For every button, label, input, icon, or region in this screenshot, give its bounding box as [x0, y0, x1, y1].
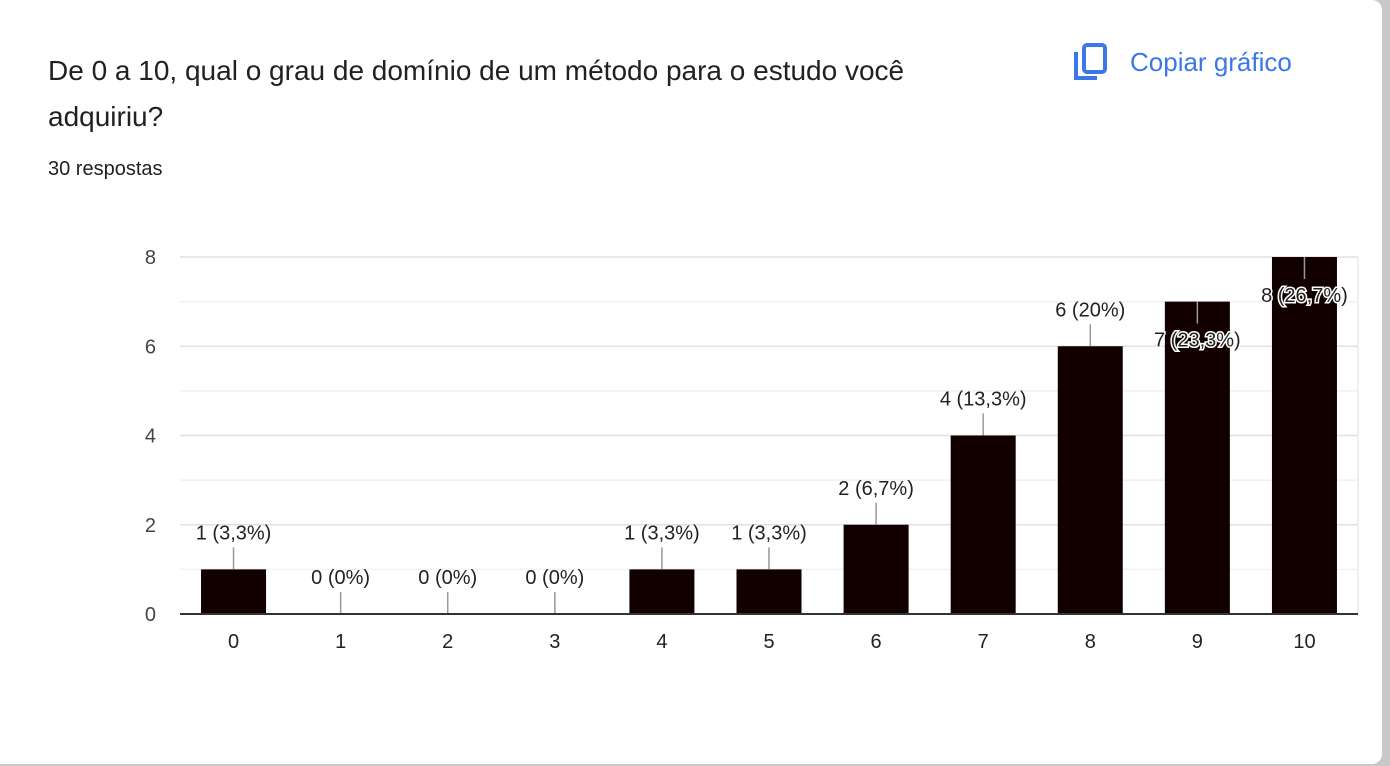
y-tick-label: 6 — [145, 336, 156, 358]
x-tick-label: 10 — [1293, 631, 1315, 653]
bar — [629, 569, 695, 614]
bar — [1164, 301, 1230, 614]
data-label: 7 (23,3%) — [1154, 330, 1241, 352]
data-label: 1 (3,3%) — [731, 522, 807, 544]
y-tick-label: 4 — [145, 426, 156, 448]
y-tick-label: 2 — [145, 515, 156, 537]
copy-chart-label: Copiar gráfico — [1130, 46, 1292, 77]
y-tick-label: 0 — [145, 604, 156, 626]
bar — [201, 569, 267, 614]
x-tick-label: 1 — [335, 631, 346, 653]
data-label: 8 (26,7%) — [1261, 285, 1348, 307]
bar — [1271, 257, 1337, 614]
x-tick-label: 2 — [442, 631, 453, 653]
bar — [950, 435, 1016, 614]
data-label: 0 (0%) — [418, 567, 477, 589]
x-tick-label: 4 — [656, 631, 667, 653]
bar — [1057, 346, 1123, 614]
x-tick-label: 9 — [1192, 631, 1203, 653]
y-tick-label: 8 — [145, 247, 156, 269]
data-label: 1 (3,3%) — [196, 522, 272, 544]
x-tick-label: 5 — [763, 631, 774, 653]
question-title: De 0 a 10, qual o grau de domínio de um … — [48, 55, 905, 132]
response-count: 30 respostas — [48, 158, 163, 180]
data-label: 0 (0%) — [525, 567, 584, 589]
copy-chart-button[interactable]: Copiar gráfico — [1072, 42, 1292, 82]
data-label: 4 (13,3%) — [940, 389, 1027, 411]
x-tick-label: 0 — [228, 631, 239, 653]
bar — [843, 524, 909, 614]
data-label: 6 (20%) — [1055, 299, 1125, 321]
data-label: 2 (6,7%) — [838, 478, 914, 500]
bar — [736, 569, 802, 614]
x-tick-label: 3 — [549, 631, 560, 653]
data-label: 1 (3,3%) — [624, 522, 700, 544]
data-label: 0 (0%) — [311, 567, 370, 589]
copy-icon — [1074, 43, 1107, 80]
x-tick-label: 6 — [871, 631, 882, 653]
x-tick-label: 8 — [1085, 631, 1096, 653]
x-tick-label: 7 — [978, 631, 989, 653]
